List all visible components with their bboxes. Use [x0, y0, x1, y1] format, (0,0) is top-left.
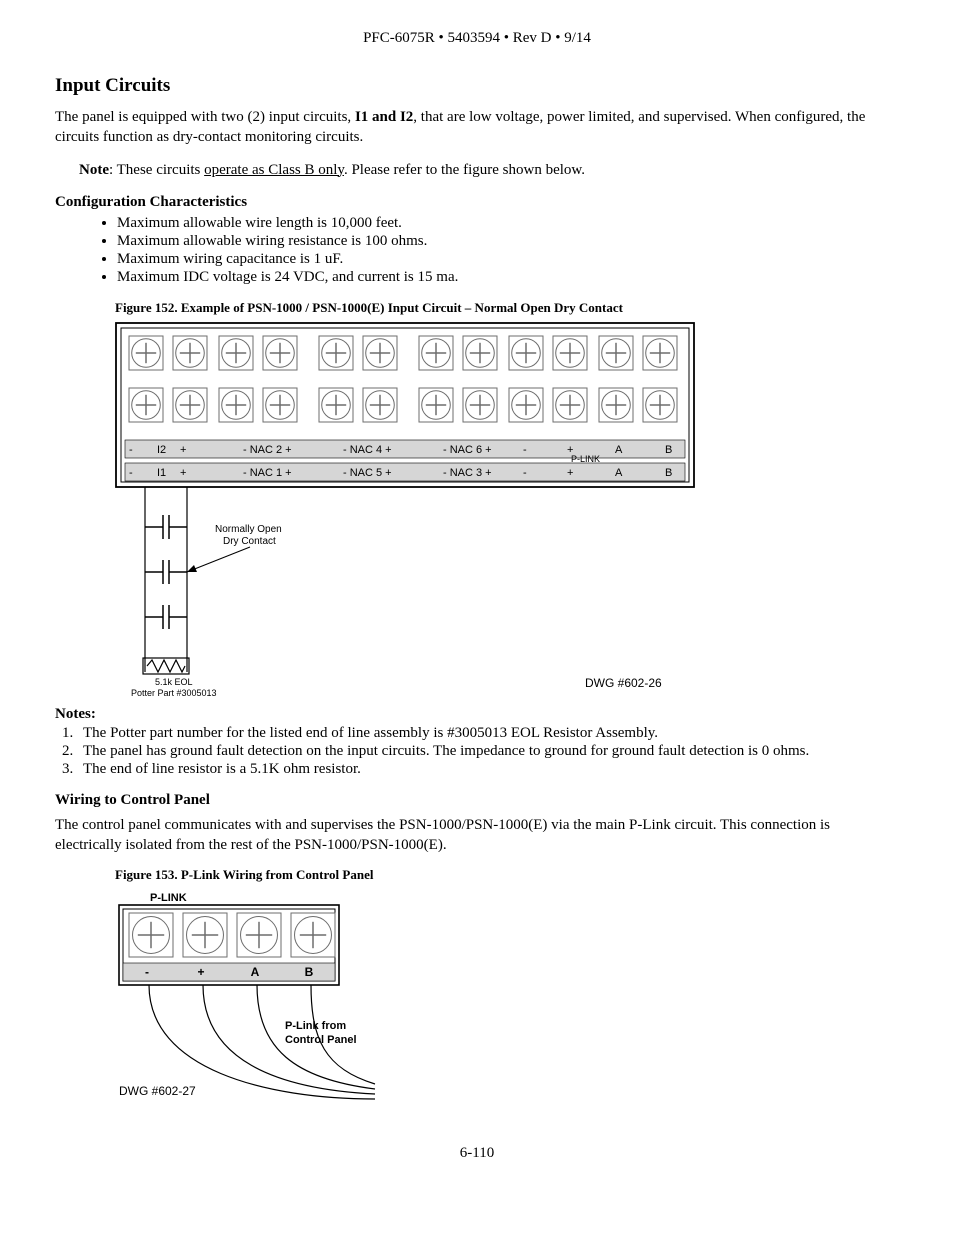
screw-terminal	[363, 336, 397, 370]
plink-title: P-LINK	[150, 892, 187, 904]
screw-terminal	[553, 336, 587, 370]
note-b: . Please refer to the figure shown below…	[344, 162, 585, 178]
note-underline: operate as Class B only	[204, 162, 344, 178]
screw-terminal	[237, 913, 281, 957]
note-a: : These circuits	[109, 162, 204, 178]
callout-2: Dry Contact	[223, 536, 276, 547]
figure-153: P-LINK - + A B P-Link from Control Panel DW…	[115, 889, 899, 1119]
screw-terminal	[173, 336, 207, 370]
terminal-label: I2	[157, 444, 166, 456]
screw-terminal	[363, 388, 397, 422]
screw-terminal	[219, 336, 253, 370]
screw-terminal	[173, 388, 207, 422]
screw-terminal	[183, 913, 227, 957]
screw-terminal	[643, 388, 677, 422]
screw-terminal	[599, 336, 633, 370]
terminal-label: +	[197, 965, 204, 979]
terminal-label: A	[615, 444, 623, 456]
screw-terminal	[291, 913, 335, 957]
wiring-paragraph: The control panel communicates with and …	[55, 815, 899, 856]
terminal-label: -	[129, 444, 133, 456]
screw-terminal	[463, 388, 497, 422]
terminal-label: - NAC 4 +	[343, 444, 392, 456]
screw-terminal	[219, 388, 253, 422]
notes-list: The Potter part number for the listed en…	[55, 725, 899, 778]
terminal-label: B	[665, 444, 672, 456]
figure-153-caption: Figure 153. P-Link Wiring from Control P…	[115, 867, 899, 883]
screw-terminal	[129, 336, 163, 370]
config-heading: Configuration Characteristics	[55, 194, 899, 211]
note-paragraph: Note: These circuits operate as Class B …	[79, 160, 899, 180]
list-item: Maximum allowable wire length is 10,000 …	[117, 215, 899, 232]
list-item: The panel has ground fault detection on …	[77, 743, 899, 760]
terminal-label: -	[523, 444, 527, 456]
screw-terminal	[129, 913, 173, 957]
list-item: Maximum IDC voltage is 24 VDC, and curre…	[117, 269, 899, 286]
dwg-number: DWG #602-26	[585, 676, 662, 690]
screw-terminal	[599, 388, 633, 422]
terminal-label: I1	[157, 467, 166, 479]
list-item: Maximum allowable wiring resistance is 1…	[117, 233, 899, 250]
notes-label: Notes:	[55, 706, 899, 723]
callout-2: Control Panel	[285, 1034, 357, 1046]
screw-terminal	[419, 336, 453, 370]
terminal-label: A	[251, 965, 260, 979]
intro-bold: I1 and I2	[355, 109, 413, 125]
part-label: Potter Part #3005013	[131, 688, 217, 698]
screw-terminal	[263, 336, 297, 370]
screw-terminal	[419, 388, 453, 422]
list-item: The Potter part number for the listed en…	[77, 725, 899, 742]
screw-terminal	[263, 388, 297, 422]
callout-1: Normally Open	[215, 524, 282, 535]
list-item: The end of line resistor is a 5.1K ohm r…	[77, 761, 899, 778]
terminal-label: - NAC 3 +	[443, 467, 492, 479]
terminal-label: -	[523, 467, 527, 479]
screw-terminal	[509, 336, 543, 370]
list-item: Maximum wiring capacitance is 1 uF.	[117, 251, 899, 268]
callout-1: P-Link from	[285, 1020, 346, 1032]
intro-paragraph: The panel is equipped with two (2) input…	[55, 107, 899, 148]
terminal-label: - NAC 1 +	[243, 467, 292, 479]
screw-terminal	[319, 336, 353, 370]
screw-terminal	[463, 336, 497, 370]
terminal-label: B	[665, 467, 672, 479]
screw-terminal	[553, 388, 587, 422]
page-header: PFC-6075R • 5403594 • Rev D • 9/14	[55, 30, 899, 47]
config-list: Maximum allowable wire length is 10,000 …	[55, 215, 899, 286]
screw-terminal	[129, 388, 163, 422]
note-label: Note	[79, 162, 109, 178]
screw-terminal	[643, 336, 677, 370]
terminal-label: +	[567, 467, 573, 479]
terminal-label: - NAC 6 +	[443, 444, 492, 456]
figure-152-caption: Figure 152. Example of PSN-1000 / PSN-10…	[115, 300, 899, 316]
wiring-heading: Wiring to Control Panel	[55, 792, 899, 809]
terminal-label: - NAC 2 +	[243, 444, 292, 456]
page-number: 6-110	[55, 1145, 899, 1162]
intro-text-a: The panel is equipped with two (2) input…	[55, 109, 355, 125]
section-title: Input Circuits	[55, 75, 899, 97]
terminal-label: B	[305, 965, 314, 979]
terminal-label: +	[180, 467, 186, 479]
dwg-number: DWG #602-27	[119, 1084, 196, 1098]
terminal-label: - NAC 5 +	[343, 467, 392, 479]
screw-terminal	[509, 388, 543, 422]
terminal-label: -	[145, 965, 149, 979]
plink-label: P-LINK	[571, 454, 600, 464]
terminal-label: +	[180, 444, 186, 456]
terminal-label: A	[615, 467, 623, 479]
figure-152: - I2 + - NAC 2 + - NAC 4 + - NAC 6 + - + A B - I1 +…	[115, 322, 899, 702]
eol-label: 5.1k EOL	[155, 677, 193, 687]
screw-terminal	[319, 388, 353, 422]
terminal-label: -	[129, 467, 133, 479]
